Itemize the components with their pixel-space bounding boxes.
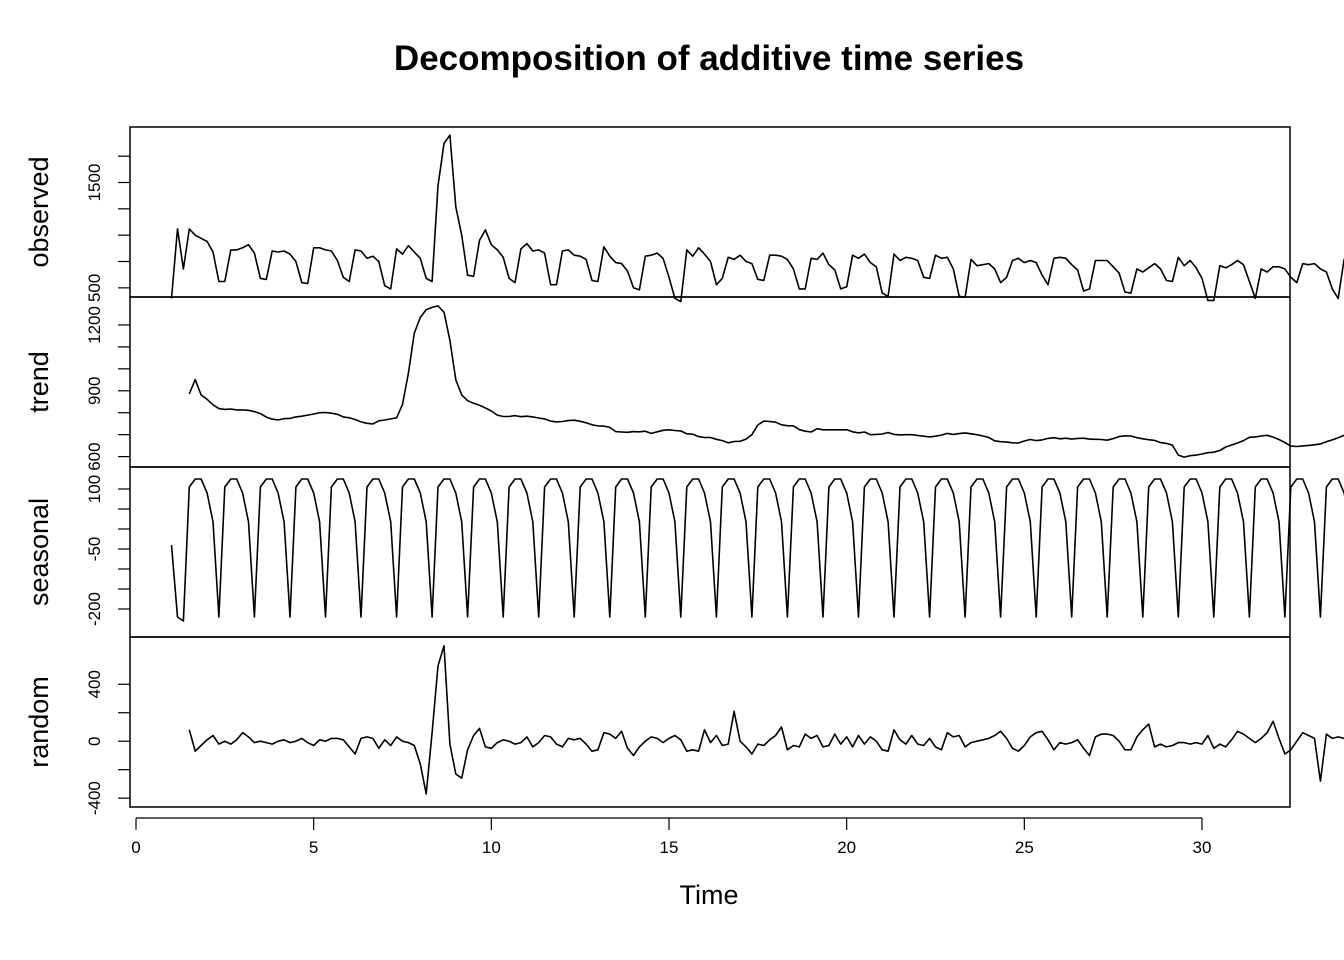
y-tick-label-observed: 1500: [85, 164, 104, 202]
panel-frame-trend: [129, 296, 1291, 468]
series-line-seasonal: [170, 478, 1344, 622]
x-tick-label: 5: [309, 838, 318, 857]
x-axis-label: Time: [680, 880, 739, 910]
panel-label-seasonal: seasonal: [24, 498, 54, 606]
y-tick-label-random: 400: [85, 670, 104, 698]
panel-label-trend: trend: [24, 351, 54, 413]
panel-observed: 500 1500 observed: [24, 126, 1344, 303]
x-tick-label: 25: [1015, 838, 1034, 857]
chart-title: Decomposition of additive time series: [394, 39, 1024, 78]
panel-frame-observed: [129, 126, 1291, 298]
x-tick-label: 0: [131, 838, 140, 857]
series-line-trend: [188, 305, 1344, 458]
panels: 500 1500 observed 600 900 1200 trend -200 -50 100…: [24, 126, 1344, 815]
y-tick-label-trend: 1200: [85, 306, 104, 344]
panel-label-random: random: [24, 676, 54, 768]
y-tick-label-seasonal: -50: [85, 537, 104, 562]
y-tick-label-seasonal: 100: [85, 475, 104, 503]
y-tick-label-trend: 900: [85, 377, 104, 405]
y-tick-label-trend: 600: [85, 442, 104, 470]
series-line-observed: [170, 134, 1344, 303]
panel-random: -400 0 400 random: [24, 636, 1344, 815]
series-line-random: [188, 645, 1344, 795]
panel-seasonal: -200 -50 100 seasonal: [24, 466, 1344, 638]
y-tick-label-random: 0: [85, 736, 104, 745]
x-axis: 0 5 10 15 20 25 30: [131, 817, 1212, 857]
panel-label-observed: observed: [24, 156, 54, 267]
x-tick-label: 15: [660, 838, 679, 857]
panel-trend: 600 900 1200 trend: [24, 296, 1344, 471]
x-tick-label: 10: [482, 838, 501, 857]
panel-frame-random: [129, 636, 1291, 808]
x-tick-label: 20: [837, 838, 856, 857]
panel-frame-seasonal: [129, 466, 1291, 638]
y-tick-label-random: -400: [85, 781, 104, 815]
x-tick-label: 30: [1193, 838, 1212, 857]
y-tick-label-observed: 500: [85, 274, 104, 302]
y-tick-label-seasonal: -200: [85, 592, 104, 626]
